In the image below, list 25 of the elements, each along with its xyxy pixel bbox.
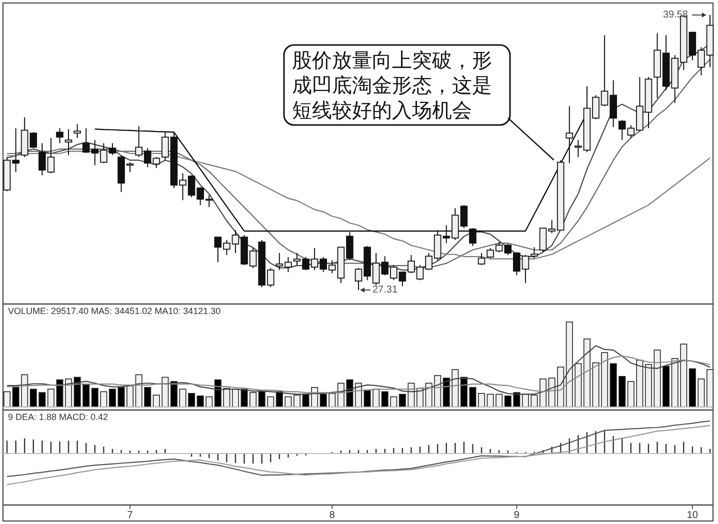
- bar: [583, 338, 590, 408]
- chart-title: 9 DEA: 1.88 MACD: 0.42: [8, 412, 108, 422]
- bar: [706, 369, 714, 408]
- bar: [4, 391, 10, 408]
- x-tick-label: 8: [329, 510, 336, 521]
- bar: [478, 393, 486, 408]
- bar: [293, 394, 300, 408]
- bar: [232, 388, 239, 408]
- x-tick-label: 9: [514, 510, 520, 521]
- annotation: 39.58: [662, 10, 688, 20]
- annotation: 股价放量向上突破，形成凹底淘金形态，这是短线较好的入场机会: [292, 48, 492, 122]
- candlestick: [56, 128, 64, 144]
- bar: [65, 378, 72, 408]
- x-tick-label: 10: [686, 510, 698, 521]
- candlestick: [74, 124, 81, 139]
- x-tick-label: 7: [127, 510, 134, 521]
- candlestick: [566, 106, 574, 164]
- candlestick: [64, 128, 72, 156]
- chart-title: VOLUME: 29517.40 MA5: 34451.02 MA10: 34121.30: [8, 306, 221, 316]
- bar: [126, 385, 134, 408]
- annotation: 27.31: [372, 284, 398, 296]
- candlestick: [469, 228, 476, 247]
- bar: [188, 393, 196, 408]
- candlestick: [478, 252, 486, 266]
- bar: [644, 364, 652, 408]
